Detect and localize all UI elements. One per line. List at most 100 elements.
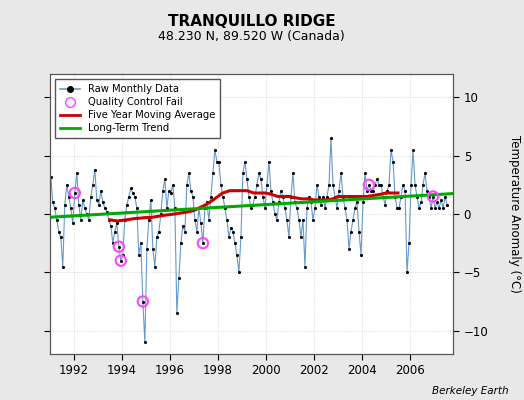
- Text: TRANQUILLO RIDGE: TRANQUILLO RIDGE: [168, 14, 335, 29]
- Point: [167, 190, 175, 196]
- Point: [331, 193, 339, 200]
- Point: [201, 205, 209, 211]
- Point: [439, 205, 447, 211]
- Point: [265, 158, 273, 165]
- Point: [71, 190, 79, 196]
- Point: [335, 188, 343, 194]
- Point: [71, 190, 79, 196]
- Point: [199, 240, 207, 246]
- Point: [121, 217, 129, 223]
- Point: [140, 339, 149, 346]
- Point: [157, 211, 165, 217]
- Point: [47, 174, 55, 180]
- Point: [199, 240, 207, 246]
- Point: [149, 246, 157, 252]
- Point: [375, 182, 383, 188]
- Point: [189, 193, 197, 200]
- Point: [174, 275, 183, 281]
- Point: [203, 199, 211, 206]
- Point: [54, 228, 63, 235]
- Point: [155, 228, 163, 235]
- Point: [143, 246, 151, 252]
- Point: [405, 240, 413, 246]
- Point: [379, 193, 387, 200]
- Point: [169, 182, 177, 188]
- Point: [377, 182, 385, 188]
- Point: [86, 193, 95, 200]
- Point: [105, 217, 113, 223]
- Point: [99, 199, 107, 206]
- Point: [173, 310, 181, 316]
- Point: [433, 199, 441, 206]
- Point: [67, 205, 75, 211]
- Point: [399, 182, 407, 188]
- Point: [57, 234, 65, 240]
- Point: [435, 205, 443, 211]
- Point: [73, 170, 81, 176]
- Point: [339, 193, 347, 200]
- Point: [333, 205, 341, 211]
- Point: [233, 252, 241, 258]
- Point: [255, 170, 263, 176]
- Point: [272, 217, 281, 223]
- Point: [427, 205, 435, 211]
- Point: [289, 170, 297, 176]
- Point: [385, 182, 393, 188]
- Point: [51, 205, 59, 211]
- Point: [429, 193, 437, 200]
- Point: [249, 202, 257, 208]
- Point: [437, 197, 445, 203]
- Point: [281, 205, 289, 211]
- Point: [125, 193, 133, 200]
- Point: [357, 252, 365, 258]
- Point: [267, 188, 275, 194]
- Point: [243, 176, 251, 182]
- Point: [443, 202, 451, 208]
- Point: [307, 199, 315, 206]
- Point: [391, 193, 399, 200]
- Point: [74, 202, 83, 208]
- Point: [347, 228, 355, 235]
- Point: [103, 208, 111, 215]
- Point: [193, 228, 201, 235]
- Point: [113, 220, 121, 226]
- Legend: Raw Monthly Data, Quality Control Fail, Five Year Moving Average, Long-Term Tren: Raw Monthly Data, Quality Control Fail, …: [55, 79, 220, 138]
- Point: [253, 182, 261, 188]
- Point: [369, 188, 377, 194]
- Point: [231, 240, 239, 246]
- Point: [228, 228, 237, 235]
- Point: [293, 205, 301, 211]
- Point: [223, 217, 231, 223]
- Point: [205, 217, 213, 223]
- Point: [95, 202, 103, 208]
- Point: [161, 176, 169, 182]
- Point: [409, 147, 417, 153]
- Point: [130, 193, 139, 200]
- Text: Berkeley Earth: Berkeley Earth: [432, 386, 508, 396]
- Point: [239, 170, 247, 176]
- Point: [387, 147, 395, 153]
- Point: [151, 263, 159, 270]
- Point: [431, 205, 439, 211]
- Point: [93, 197, 101, 203]
- Point: [115, 244, 123, 250]
- Point: [108, 240, 117, 246]
- Point: [283, 217, 291, 223]
- Point: [395, 205, 403, 211]
- Point: [321, 205, 329, 211]
- Point: [171, 205, 179, 211]
- Point: [295, 217, 303, 223]
- Point: [52, 217, 61, 223]
- Point: [401, 188, 409, 194]
- Point: [269, 199, 277, 206]
- Point: [81, 205, 89, 211]
- Point: [84, 217, 93, 223]
- Point: [277, 188, 285, 194]
- Point: [162, 205, 171, 211]
- Point: [59, 263, 67, 270]
- Point: [311, 205, 319, 211]
- Point: [403, 269, 411, 276]
- Point: [83, 211, 91, 217]
- Point: [397, 193, 405, 200]
- Point: [211, 147, 219, 153]
